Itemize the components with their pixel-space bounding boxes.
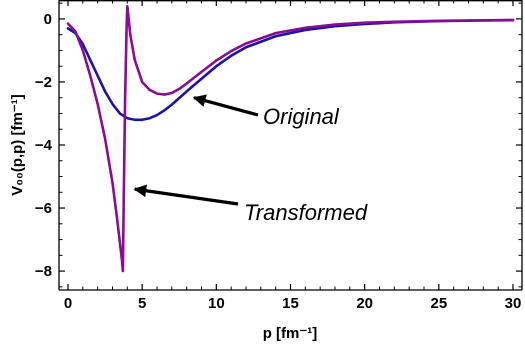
- y-tick-label: −8: [35, 263, 52, 280]
- x-tick-label: 20: [356, 295, 373, 312]
- x-tick-label: 15: [282, 295, 299, 312]
- y-tick-label: −4: [35, 137, 53, 154]
- y-tick-label: −2: [35, 74, 52, 91]
- x-tick-label: 25: [430, 295, 447, 312]
- annotations: Original Transformed: [133, 94, 368, 225]
- annotation-label-original: Original: [263, 104, 340, 129]
- y-axis-ticks: 0 −2 −4 −6 −8: [35, 2, 522, 288]
- y-tick-label: 0: [44, 11, 52, 28]
- x-tick-label: 0: [64, 295, 72, 312]
- series-line-original: [66, 18, 515, 122]
- y-tick-label: −6: [35, 200, 52, 217]
- annotation-label-transformed: Transformed: [244, 200, 368, 225]
- annotation-arrow-original: [192, 94, 259, 117]
- x-tick-label: 30: [505, 295, 522, 312]
- plot-frame: [58, 0, 523, 291]
- y-axis-label: V₀₀(p,p) [fm⁻¹]: [9, 94, 26, 195]
- series-line-transformed: [66, 5, 515, 273]
- series-lines: [66, 5, 515, 273]
- x-axis-label: p [fm⁻¹]: [263, 325, 318, 342]
- x-axis-ticks: 0 5 10 15 20 25 30: [64, 0, 522, 312]
- x-tick-label: 10: [208, 295, 225, 312]
- x-tick-label: 5: [138, 295, 146, 312]
- annotation-arrow-transformed: [133, 184, 239, 206]
